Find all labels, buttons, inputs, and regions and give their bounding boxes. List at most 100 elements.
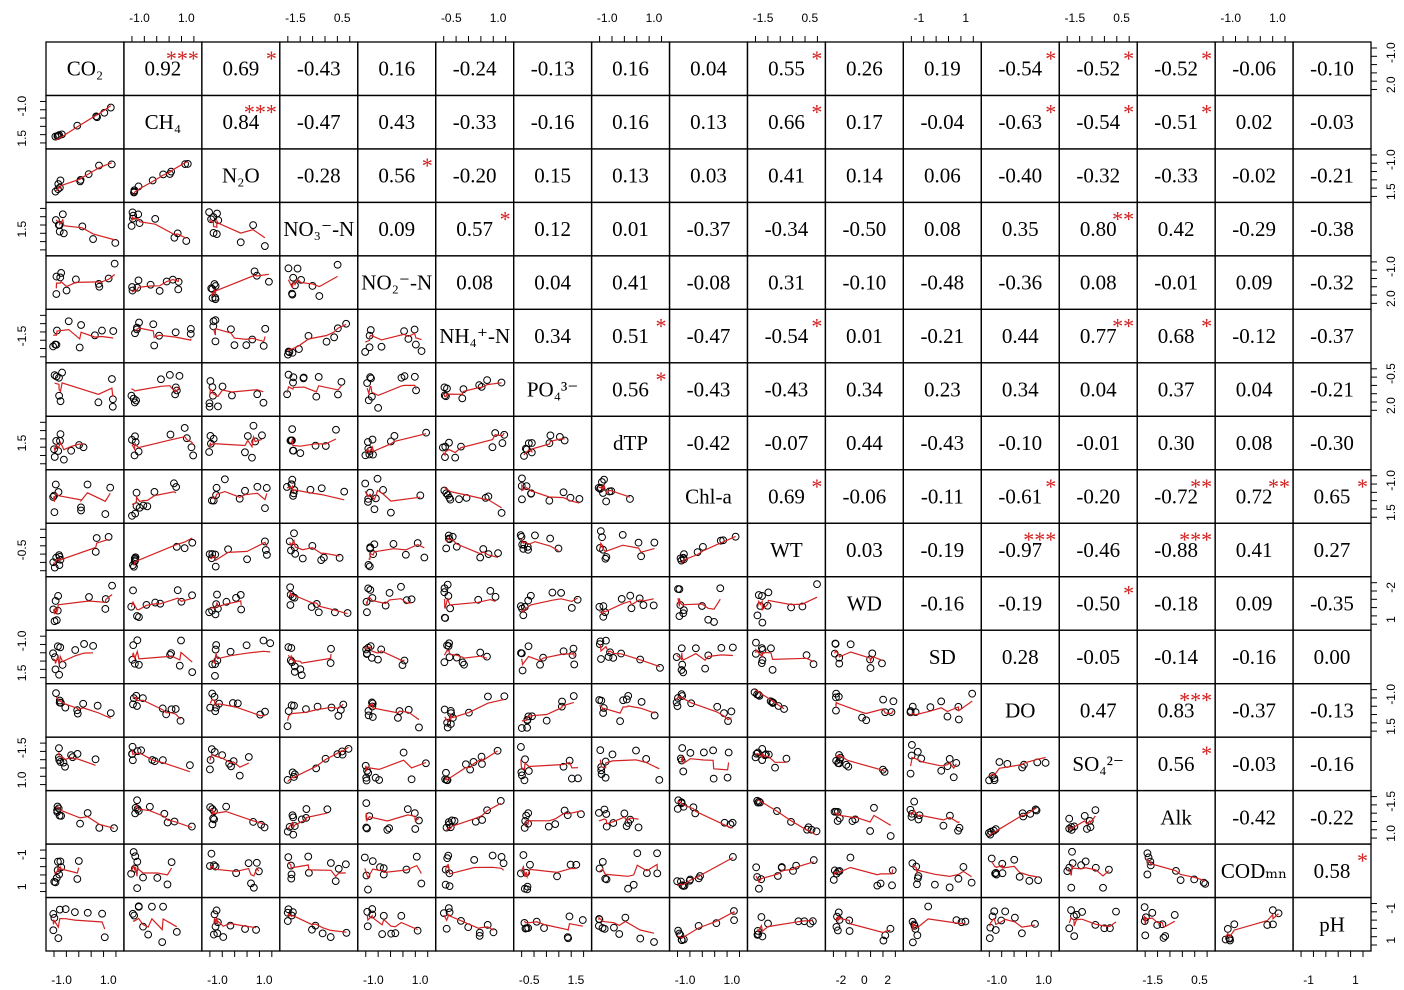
correlation-value: -0.40 (998, 164, 1042, 188)
correlation-value: 0.72 (1236, 485, 1273, 509)
smooth-line (209, 600, 242, 610)
scatter-point (159, 902, 167, 911)
scatter-point (478, 816, 487, 824)
correlation-value: 0.92 (145, 57, 182, 81)
scatter-point (50, 453, 59, 461)
tick-label: 1 (962, 11, 969, 25)
scatter-point (639, 601, 648, 609)
scatter-point (363, 922, 372, 931)
scatter-point (954, 826, 962, 835)
scatter-point (364, 584, 373, 593)
scatter-point (833, 926, 842, 935)
smooth-line (756, 919, 814, 933)
scatter-point (484, 692, 492, 701)
correlation-value: -0.20 (1076, 485, 1120, 509)
significance-stars: * (1123, 99, 1134, 124)
smooth-line (599, 541, 655, 553)
scatter-point (403, 805, 412, 814)
correlation-value: 0.03 (690, 164, 727, 188)
correlation-value: 0.04 (1236, 378, 1273, 402)
scatter-point (407, 595, 416, 604)
correlation-value: 0.55 (768, 57, 805, 81)
scatter-point (633, 849, 642, 858)
scatter-point (130, 451, 139, 460)
scatter-point (600, 924, 609, 933)
scatter-layer (49, 103, 1283, 947)
smooth-line (677, 857, 734, 887)
scatter-point (990, 907, 999, 916)
scatter-point (322, 337, 331, 346)
scatter-point (284, 707, 293, 715)
smooth-line (989, 807, 1037, 836)
scatter-point (599, 612, 608, 621)
correlation-value: -0.30 (1310, 431, 1354, 455)
scatter-point (299, 373, 308, 382)
smooth-line (520, 597, 578, 614)
scatter-point (548, 588, 557, 597)
scatter-point (253, 482, 262, 491)
scatter-point (577, 810, 585, 819)
significance-stars: *** (1023, 527, 1056, 552)
scatter-point (637, 697, 646, 706)
scatter-point (445, 438, 453, 447)
scatter-point (438, 443, 447, 452)
scatter-point (379, 911, 388, 920)
scatter-point (290, 529, 298, 538)
scatter-point (62, 286, 71, 295)
scatter-point (400, 372, 409, 381)
scatter-point (519, 544, 528, 553)
smooth-line (445, 537, 499, 558)
scatter-point (802, 651, 811, 660)
scatter-point (55, 905, 64, 914)
correlation-value: -0.33 (1154, 164, 1198, 188)
scatter-point (496, 797, 505, 805)
correlation-value: -0.47 (687, 324, 731, 348)
scatter-point (687, 699, 696, 708)
scatter-point (259, 398, 268, 407)
scatter-point (133, 796, 141, 805)
scatter-point (368, 857, 377, 865)
scatter-point (754, 591, 763, 599)
scatter-point (1143, 870, 1152, 879)
correlation-value: 0.84 (222, 110, 259, 134)
smooth-line (54, 865, 80, 875)
panel-16-12 (980, 896, 1060, 952)
scatter-point (680, 881, 689, 890)
scatter-point (616, 717, 624, 726)
smooth-line (912, 918, 966, 930)
scatter-point (59, 455, 68, 464)
variable-label: NH₄⁺-N (439, 324, 510, 348)
variable-label: Chl-a (685, 485, 732, 509)
scatter-point (717, 644, 726, 652)
scatter-point (50, 617, 59, 626)
variable-label: SD (929, 645, 956, 669)
scatter-point (174, 277, 183, 286)
correlation-value: 0.80 (1080, 217, 1117, 241)
smooth-line (523, 438, 565, 456)
correlation-value: -0.02 (1232, 164, 1276, 188)
scatter-point (757, 913, 766, 921)
scatter-point (1172, 866, 1180, 875)
scatter-point (1269, 920, 1277, 929)
scatter-point (248, 453, 256, 462)
smooth-line (53, 328, 114, 341)
correlation-value: 0.08 (1236, 431, 1273, 455)
scatter-point (54, 804, 63, 813)
scatter-point (886, 924, 895, 933)
scatter-point (675, 585, 684, 594)
smooth-line (54, 382, 114, 397)
scatter-point (466, 765, 475, 774)
correlation-value: -0.16 (1310, 752, 1354, 776)
scatter-point (1072, 910, 1081, 919)
scatter-point (545, 439, 554, 448)
smooth-line (211, 273, 269, 297)
scatter-point (366, 326, 375, 334)
scatter-point (364, 885, 372, 894)
scatter-point (187, 443, 196, 452)
correlation-value: -0.37 (687, 217, 731, 241)
scatter-point (520, 452, 528, 460)
scatter-point (879, 695, 888, 704)
scatter-point (146, 280, 155, 289)
scatter-point (389, 540, 398, 548)
scatter-point (1105, 865, 1113, 874)
